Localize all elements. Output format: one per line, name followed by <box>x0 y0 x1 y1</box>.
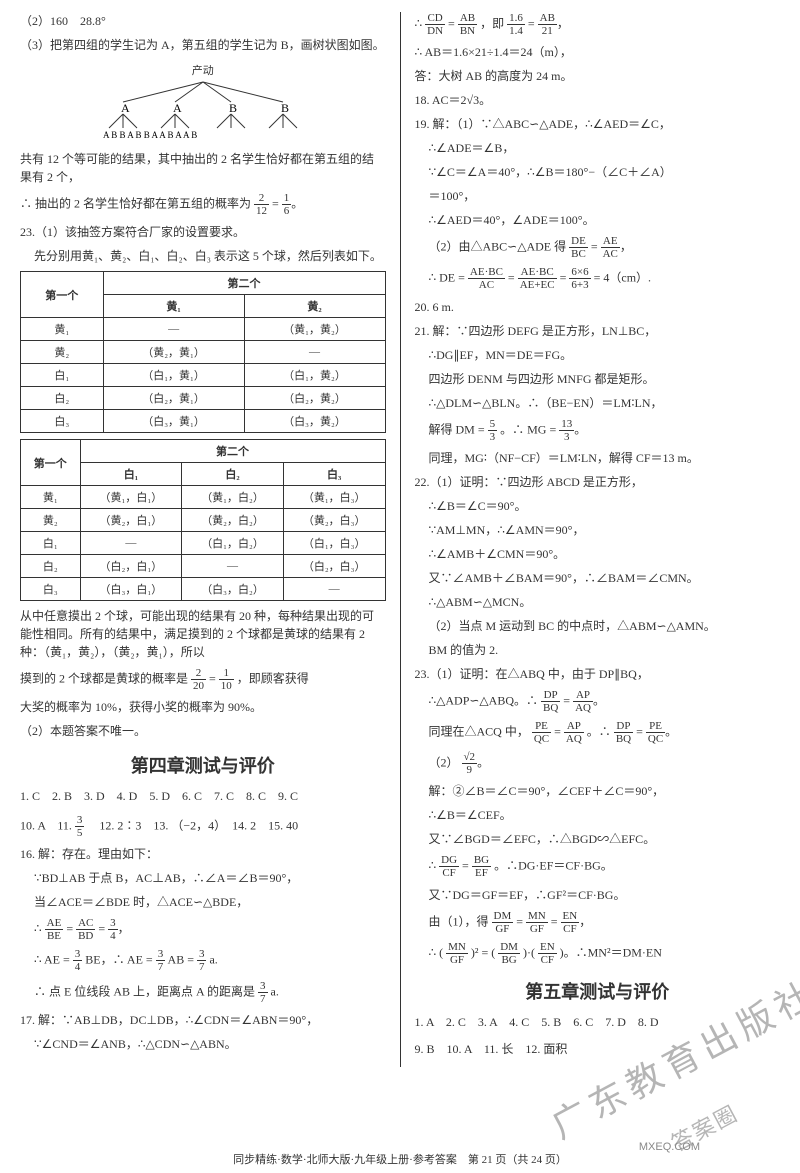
column-divider <box>400 12 401 1067</box>
q22-part3b: 共有 12 个等可能的结果，其中抽出的 2 名学生恰好都在第五组的结果有 2 个… <box>20 150 386 186</box>
frac: 212 <box>254 192 269 217</box>
svg-text:B: B <box>229 101 237 115</box>
page-footer: 同步精练·数学·北师大版·九年级上册·参考答案 第 21 页（共 24 页） <box>20 1151 780 1167</box>
answers4a: 1. C 2. B 3. D 4. D 5. D 6. C 7. C 8. C … <box>20 786 386 808</box>
answers5b: 9. B 10. A 11. 长 12. 面积 <box>415 1039 781 1061</box>
svg-text:A: A <box>173 101 182 115</box>
chapter4-title: 第四章测试与评价 <box>20 752 386 778</box>
svg-text:A: A <box>121 101 130 115</box>
q23-1b: 先分别用黄₁、黄₂、白₁、白₂、白₃ 表示这 5 个球，然后列表如下。 <box>20 247 386 265</box>
table2: 第一个第二个 白₁白₂白₃ 黄₁（黄₁，白₁）（黄₁，白₂）（黄₁，白₃） 黄₂… <box>20 439 386 601</box>
q22-part2: （2）160 28.8° <box>20 12 386 30</box>
q23-1a: 23.（1）该抽签方案符合厂家的设置要求。 <box>20 223 386 241</box>
table1: 第一个第二个 黄₁黄₂ 黄₁—（黄₁，黄₂） 黄₂（黄₂，黄₁）— 白₁（白₁，… <box>20 271 386 433</box>
left-column: （2）160 28.8° （3）把第四组的学生记为 A，第五组的学生记为 B，画… <box>20 12 386 1067</box>
right-column: ∴ CDDN = ABBN ，即 1.61.4 = AB21， ∴ AB＝1.6… <box>415 12 781 1067</box>
q23-1c: 从中任意摸出 2 个球，可能出现的结果有 20 种，每种结果出现的可能性相同。所… <box>20 607 386 661</box>
frac: 16 <box>282 192 292 217</box>
tree-svg: A A B B A B B A B B A A B A A B <box>93 78 313 138</box>
answers5a: 1. A 2. C 3. A 4. C 5. B 6. C 7. D 8. D <box>415 1012 781 1034</box>
q22-part3c: ∴ 抽出的 2 名学生恰好都在第五组的概率为 212 = 16。 <box>20 192 386 217</box>
chapter5-title: 第五章测试与评价 <box>415 978 781 1004</box>
svg-text:B: B <box>281 101 289 115</box>
q22-part3a: （3）把第四组的学生记为 A，第五组的学生记为 B，画树状图如图。 <box>20 36 386 54</box>
tree-diagram: 产动 A A B B A B B A B B A A B A A B <box>20 62 386 142</box>
site-url: MXEQ.COM <box>639 1141 700 1153</box>
svg-text:A B B A B B A A B A A B: A B B A B B A A B A A B <box>103 130 197 138</box>
answers4b: 10. A 11. 35 12. 2∶3 13. （−2，4） 14. 2 15… <box>20 814 386 839</box>
q23-1d: 摸到的 2 个球都是黄球的概率是 220 = 110 ，即顾客获得 <box>20 667 386 692</box>
